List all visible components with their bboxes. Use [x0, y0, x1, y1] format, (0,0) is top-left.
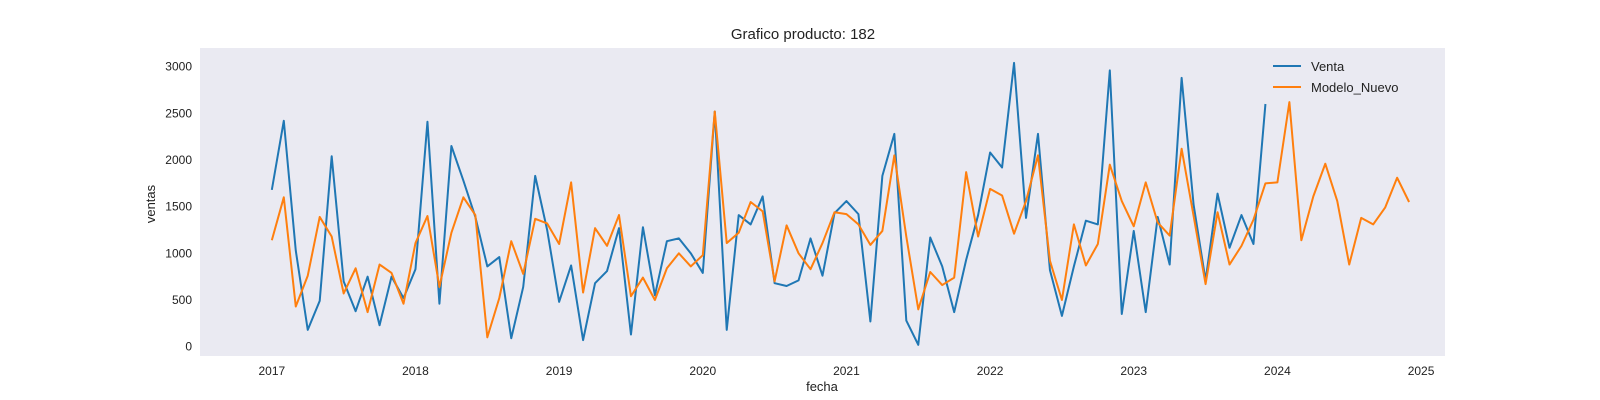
x-tick-label: 2017: [258, 364, 285, 378]
x-tick-label: 2025: [1408, 364, 1435, 378]
plot-area: [200, 48, 1445, 356]
y-tick-label: 3000: [165, 60, 192, 74]
x-tick-label: 2020: [689, 364, 716, 378]
x-tick-label: 2021: [833, 364, 860, 378]
series-line-modelo-nuevo: [270, 101, 1410, 339]
y-tick-label: 1000: [165, 246, 192, 260]
x-axis-label: fecha: [806, 379, 839, 394]
y-tick-label: 2500: [165, 106, 192, 120]
x-tick-label: 2018: [402, 364, 429, 378]
x-tick-label: 2023: [1120, 364, 1147, 378]
legend-label-venta: Venta: [1311, 59, 1345, 74]
y-tick-label: 0: [185, 340, 192, 354]
x-tick-label: 2019: [546, 364, 573, 378]
y-tick-label: 500: [172, 293, 192, 307]
x-tick-label: 2022: [977, 364, 1004, 378]
y-tick-label: 2000: [165, 153, 192, 167]
chart-title: Grafico producto: 182: [731, 26, 875, 43]
legend-label-modelo-nuevo: Modelo_Nuevo: [1311, 80, 1398, 95]
x-tick-label: 2024: [1264, 364, 1291, 378]
y-axis-label: ventas: [143, 184, 158, 223]
legend: Venta Modelo_Nuevo: [1273, 59, 1398, 95]
y-tick-label: 1500: [165, 200, 192, 214]
